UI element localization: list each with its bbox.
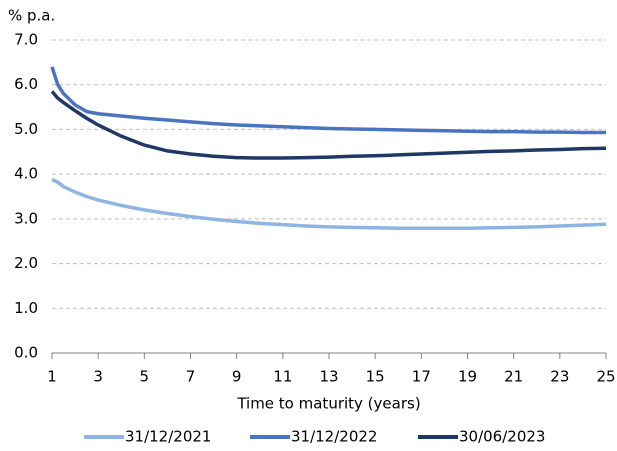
- legend-label: 31/12/2021: [125, 428, 211, 446]
- legend-label: 30/06/2023: [459, 428, 545, 446]
- x-tick-label: 3: [93, 368, 103, 386]
- legend-label: 31/12/2022: [291, 428, 377, 446]
- x-tick-label: 7: [186, 368, 196, 386]
- series-line: [50, 66, 606, 135]
- y-tick-label: 3.0: [14, 209, 38, 227]
- series-line: [50, 90, 607, 160]
- y-unit: % p.a.: [8, 7, 55, 25]
- y-tick-label: 2.0: [14, 254, 38, 272]
- y-tick-label: 0.0: [14, 344, 38, 362]
- y-tick-label: 5.0: [14, 120, 38, 138]
- x-axis-label: Time to maturity (years): [236, 395, 420, 413]
- x-tick-label: 13: [319, 368, 338, 386]
- y-tick-label: 4.0: [14, 165, 38, 183]
- x-tick-label: 21: [504, 368, 523, 386]
- x-tick-label: 9: [232, 368, 242, 386]
- x-tick-label: 25: [596, 368, 615, 386]
- x-tick-label: 17: [412, 368, 431, 386]
- x-tick-label: 1: [47, 368, 57, 386]
- x-tick-label: 11: [273, 368, 292, 386]
- x-tick-label: 19: [458, 368, 477, 386]
- y-tick-label: 6.0: [14, 75, 38, 93]
- x-tick-label: 15: [366, 368, 385, 386]
- x-tick-label: 5: [140, 368, 150, 386]
- series-line: [51, 177, 607, 230]
- x-tick-label: 23: [550, 368, 569, 386]
- y-tick-label: 1.0: [14, 299, 38, 317]
- y-tick-label: 7.0: [14, 31, 38, 49]
